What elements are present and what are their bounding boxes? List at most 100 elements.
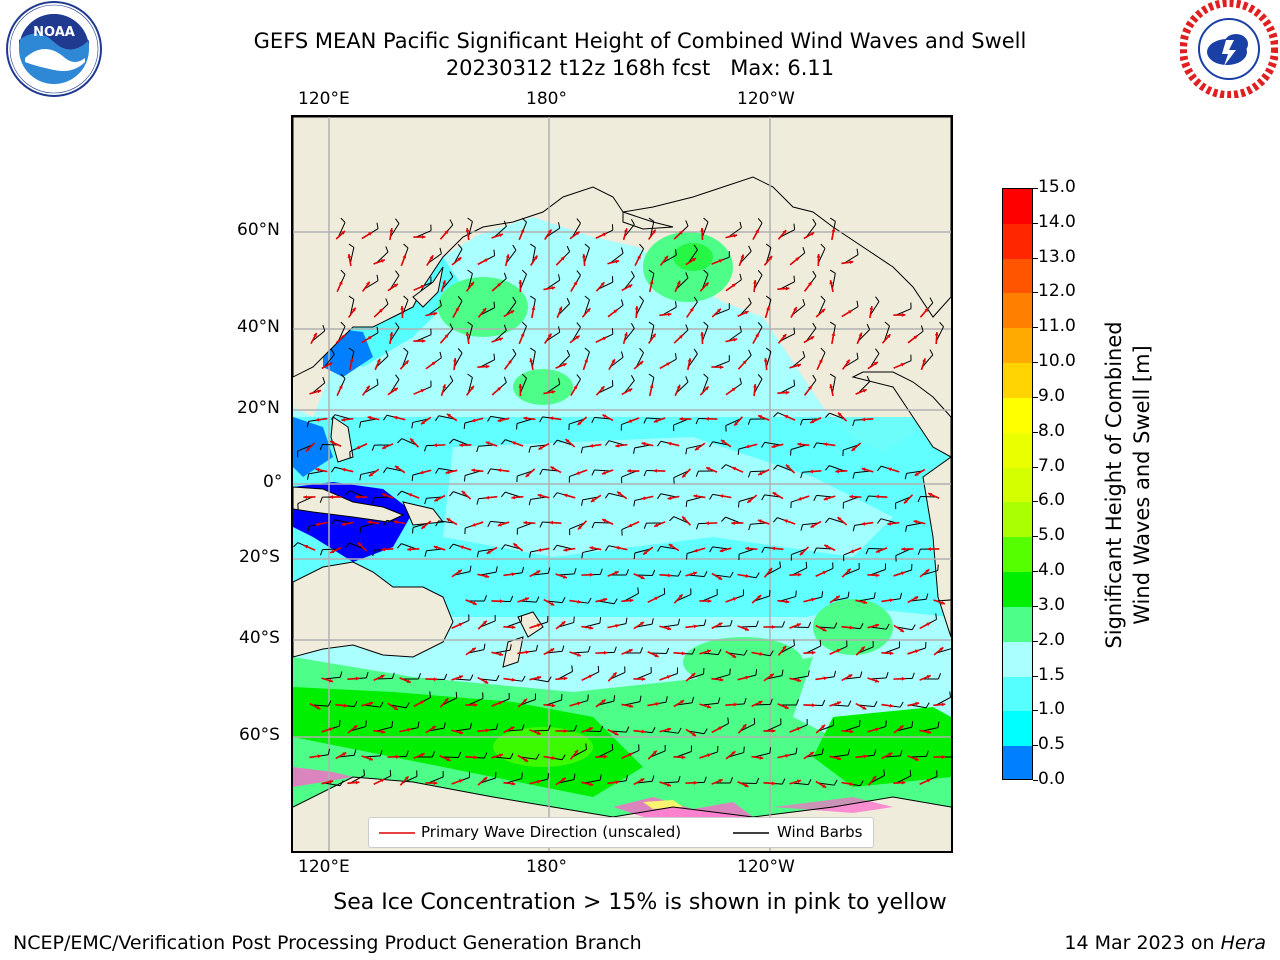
lat-label-60n: 60°N	[237, 220, 280, 240]
wind-barb-flag	[493, 249, 496, 256]
wind-barb	[558, 671, 573, 680]
wind-barb	[334, 519, 351, 524]
wind-barb	[546, 699, 562, 706]
wind-barb	[454, 678, 471, 681]
wind-barb	[494, 226, 507, 238]
wind-barb	[520, 756, 537, 760]
wind-barb-flag	[795, 699, 800, 706]
wind-barb-flag	[813, 495, 817, 502]
wind-barb-flag	[322, 324, 326, 332]
wind-barb	[844, 568, 860, 576]
footer-host: Hera	[1220, 932, 1266, 954]
wind-barb	[910, 704, 927, 709]
wind-barb-flag	[755, 669, 758, 676]
wave-direction-arrowhead	[419, 470, 424, 475]
wind-barb-flag	[411, 422, 414, 429]
wind-barb	[478, 444, 495, 447]
colorbar-tick-mark	[1033, 675, 1038, 677]
wind-barb-flag	[539, 521, 543, 528]
wind-barb-flag	[905, 525, 908, 532]
wave-direction-arrowhead	[444, 334, 449, 339]
wave-direction-arrowhead	[704, 386, 709, 391]
wind-barb-flag	[503, 376, 507, 383]
wind-barb	[687, 249, 698, 264]
wind-barb-flag	[920, 325, 924, 332]
wind-barb	[594, 469, 611, 472]
wind-barb-flag	[651, 569, 656, 576]
wave-direction-arrowhead	[484, 258, 489, 263]
wind-barb	[896, 626, 913, 631]
wind-barb	[312, 382, 326, 394]
wind-barb-flag	[376, 222, 379, 229]
wind-barb-flag	[327, 700, 332, 707]
wind-barb	[832, 704, 849, 707]
wind-barb-flag	[755, 620, 759, 627]
colorbar	[1002, 188, 1033, 780]
wind-barb-flag	[359, 421, 362, 428]
wave-direction-arrowhead	[821, 724, 825, 729]
wind-barb	[546, 600, 563, 604]
wind-barb-flag	[457, 296, 463, 302]
wind-barb	[623, 380, 635, 394]
wave-direction-arrowhead	[511, 625, 516, 630]
wave-direction-arrowhead	[666, 362, 671, 366]
colorbar-tick-mark	[1033, 188, 1038, 189]
wind-barb-flag	[825, 412, 830, 418]
wind-barb-flag	[345, 490, 351, 496]
wind-barb	[572, 651, 589, 654]
wind-barb-flag	[739, 325, 742, 332]
wind-barb-flag	[429, 691, 431, 698]
wind-barb-flag	[833, 779, 838, 786]
wave-direction-arrowhead	[653, 419, 658, 423]
wind-barb-flag	[820, 243, 826, 249]
wave-direction-arrowhead	[446, 518, 451, 522]
wind-barb	[390, 704, 407, 709]
wave-direction-arrowhead	[755, 333, 759, 338]
wave-direction-arrowhead	[695, 446, 700, 451]
wind-barb	[364, 704, 381, 708]
wind-barb	[662, 730, 679, 734]
wave-direction-arrowhead	[395, 754, 400, 759]
wind-barb-flag	[637, 587, 639, 594]
wind-barb	[754, 703, 771, 706]
wind-barb-flag	[781, 669, 784, 676]
wind-barb	[764, 494, 781, 498]
lon-top-label-120w: 120°W	[737, 89, 795, 109]
wind-barb-flag	[802, 246, 806, 254]
wind-barb-flag	[865, 495, 869, 502]
wave-direction-arrowhead	[784, 705, 789, 709]
wind-barb-flag	[348, 347, 355, 352]
wave-direction-arrowhead	[613, 309, 618, 314]
wind-barb-flag	[307, 473, 310, 480]
wind-barb	[844, 358, 859, 368]
wave-direction-arrowhead	[771, 546, 776, 551]
wave-direction-arrowhead	[719, 365, 724, 370]
wind-barb-flag	[521, 373, 527, 379]
wave-direction-arrowhead	[771, 444, 776, 449]
colorbar-segment	[1003, 711, 1032, 747]
wind-barb-flag	[885, 671, 889, 678]
wind-barb	[623, 224, 635, 238]
wave-direction-arrowhead	[601, 471, 606, 475]
wind-barb-flag	[547, 676, 552, 682]
vector-field	[293, 217, 951, 789]
wave-direction-arrowhead	[707, 649, 711, 654]
wave-direction-arrowhead	[922, 358, 926, 363]
wind-barb-flag	[747, 418, 751, 425]
wind-barb-flag	[648, 373, 655, 378]
wind-barb-flag	[306, 421, 310, 428]
wind-barb-flag	[591, 417, 595, 424]
wind-barb-flag	[703, 217, 709, 223]
wind-barb-flag	[371, 444, 375, 451]
wave-direction-arrowhead	[846, 359, 850, 364]
wind-barb	[572, 749, 587, 758]
wind-barb-flag	[807, 621, 812, 628]
wind-barb	[636, 623, 653, 628]
wind-barb	[714, 625, 731, 628]
wave-direction-arrowhead	[400, 306, 405, 310]
wind-barb-flag	[319, 496, 323, 503]
wave-direction-arrowhead	[763, 358, 768, 362]
wave-direction-arrowhead	[341, 334, 346, 339]
wind-barb-flag	[748, 349, 752, 356]
wave-direction-arrowhead	[433, 781, 438, 785]
